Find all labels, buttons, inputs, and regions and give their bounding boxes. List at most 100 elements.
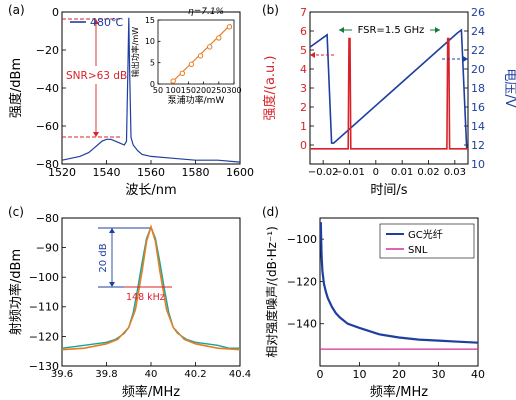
panel-b-y-tick-label: 2 — [300, 101, 307, 114]
panel-a-y-ticks: −80 −60 −40 −20 0 — [36, 6, 66, 171]
panel-c-y-tick-label: −80 — [36, 212, 59, 225]
panel-b-right-axis-arrowhead — [463, 56, 468, 62]
panel-d-legend-snl-label: SNL — [408, 245, 428, 256]
panel-b-x-tick-label: 0.01 — [391, 167, 413, 178]
panel-d-legend-gc-label: GC光纤 — [408, 228, 443, 241]
panel-a-snr-arrowhead-bottom — [93, 132, 99, 137]
panel-a-x-tick-label: 1600 — [226, 166, 254, 179]
panel-b-y2-tick-label: 10 — [471, 158, 485, 171]
panel-c-measured-line — [62, 224, 240, 349]
panel-b-x-tick-label: −0.02 — [308, 167, 339, 178]
panel-b-voltage-line — [310, 28, 468, 150]
panel-b-y-ticks: 0 1 2 3 4 5 6 7 — [300, 6, 314, 152]
panel-b-y-tick-label: 4 — [300, 63, 307, 76]
inset-data-point — [216, 35, 222, 41]
panel-d-y-ticks: −140 −120 −100 — [287, 233, 324, 331]
panel-d-y-tick-label: −140 — [287, 318, 317, 331]
panel-d-y-label: 相对强度噪声/(dB·Hz⁻¹) — [264, 226, 279, 358]
inset-x-tick-label: 50 — [153, 86, 163, 95]
panel-a-spectrum-line — [62, 17, 240, 163]
panel-b-y-tick-label: 5 — [300, 44, 307, 57]
panel-a-y-tick-label: −20 — [36, 44, 59, 57]
inset-y-tick-label: 5 — [150, 58, 155, 67]
panel-c-y-tick-label: −130 — [29, 360, 59, 373]
panel-b-y-tick-label: 0 — [300, 139, 307, 152]
panel-a-y-tick-label: −40 — [36, 82, 59, 95]
inset-data-point — [188, 61, 195, 68]
panel-c-x-tick-label: 39.8 — [95, 369, 117, 380]
panel-a-snr-annotation: SNR>63 dB — [66, 70, 127, 82]
panel-a-x-tick-label: 1540 — [93, 166, 121, 179]
panel-a-x-tick-label: 1580 — [182, 166, 210, 179]
inset-frame — [157, 19, 235, 85]
panel-b-y2-ticks: 10 12 14 16 18 20 22 24 26 — [464, 6, 485, 171]
panel-a-y-tick-label: −60 — [36, 120, 59, 133]
panel-b-x-label: 时间/s — [370, 183, 407, 198]
panel-d-x-tick-label: 20 — [392, 368, 406, 381]
panel-c-x-tick-label: 40 — [145, 369, 158, 380]
panel-c-y-tick-label: −110 — [29, 301, 59, 314]
panel-b-fsr-label-bg — [352, 22, 430, 36]
panel-b-y-label: 强度/(a.u.) — [262, 56, 278, 121]
inset-data-point — [197, 53, 204, 59]
panel-d-y-tick-label: −100 — [287, 233, 317, 246]
panel-b-y2-tick-label: 24 — [471, 25, 485, 38]
panel-c-20db-arrowhead-top — [109, 228, 115, 233]
panel-a-y-tick-label: 0 — [52, 6, 59, 19]
inset-x-ticks: 50 100 150 200 250 300 — [153, 81, 242, 95]
panel-d: (d) −140 −120 −100 0 10 20 30 40 GC光纤 SNL 频率/M… — [262, 205, 485, 400]
panel-b-y2-tick-label: 18 — [471, 82, 485, 95]
panel-b-y-tick-label: 1 — [300, 120, 307, 133]
panel-a-x-ticks: 1520 1540 1560 1580 1600 — [48, 160, 254, 179]
panel-b-y2-tick-label: 26 — [471, 6, 485, 19]
panel-c-x-label: 频率/MHz — [122, 384, 180, 400]
panel-b-y-tick-label: 3 — [300, 82, 307, 95]
panel-d-label: (d) — [262, 205, 279, 219]
panel-c-20db-arrowhead-bottom — [109, 282, 115, 287]
inset-x-label: 泵浦功率/mW — [168, 94, 225, 106]
panel-b-x-tick-label: 0.03 — [444, 167, 466, 178]
panel-c-20db-annotation: 20 dB — [98, 243, 109, 272]
panel-b-y2-tick-label: 14 — [471, 120, 485, 133]
panel-c: (c) −130 −120 −110 −100 −90 −80 39.6 39.8 40 40.… — [8, 205, 251, 400]
inset-y-tick-label: 0 — [150, 80, 155, 89]
panel-a: (a) −80 −60 −40 −20 0 1520 1540 1560 1580 1600 S… — [8, 3, 254, 198]
panel-c-width-annotation: 148 kHz — [126, 292, 165, 303]
panel-d-legend-box — [379, 223, 475, 259]
inset-data-point — [206, 44, 213, 50]
panel-d-x-ticks: 0 10 20 30 40 — [317, 362, 485, 381]
panel-c-y-tick-label: −120 — [29, 330, 59, 343]
panel-d-x-tick-label: 30 — [432, 368, 446, 381]
panel-a-y-label: 强度/dBm — [8, 58, 24, 118]
panel-b-fsr-annotation: FSR=1.5 GHz — [358, 25, 425, 36]
panel-a-legend-label: 480℃ — [90, 16, 123, 29]
panel-b-left-axis-arrowhead — [310, 52, 315, 58]
panel-b-label: (b) — [262, 3, 279, 17]
panel-b-x-tick-label: 0 — [373, 167, 379, 178]
inset-y-tick-label: 15 — [145, 16, 155, 25]
inset-data-point — [170, 78, 176, 84]
inset-x-tick-label: 300 — [226, 86, 241, 95]
panel-c-y-tick-label: −100 — [29, 271, 59, 284]
panel-d-x-tick-label: 0 — [317, 368, 324, 381]
panel-b-y-tick-label: 7 — [300, 6, 307, 19]
inset-x-tick-label: 200 — [196, 86, 211, 95]
panel-a-x-tick-label: 1560 — [137, 166, 165, 179]
panel-b-x-ticks: −0.02−0.01 0 0.01 0.02 0.03 — [308, 160, 466, 178]
panel-a-y-tick-label: −80 — [36, 158, 59, 171]
panel-c-x-ticks: 39.6 39.8 40 40.2 40.4 — [51, 362, 251, 380]
panel-a-label: (a) — [8, 3, 25, 17]
panel-b-y-tick-label: 6 — [300, 25, 307, 38]
panel-a-snr-arrowhead-top — [93, 19, 99, 24]
inset-data-point — [179, 70, 186, 77]
inset-y-ticks: 0 5 10 15 — [145, 16, 161, 89]
panel-c-x-tick-label: 40.2 — [184, 369, 206, 380]
inset-x-tick-label: 150 — [181, 86, 196, 95]
panel-b-y2-tick-label: 22 — [471, 44, 485, 57]
panel-b-x-tick-label: −0.01 — [334, 167, 365, 178]
inset-y-tick-label: 10 — [145, 37, 155, 46]
panel-c-fit-line — [62, 224, 240, 351]
